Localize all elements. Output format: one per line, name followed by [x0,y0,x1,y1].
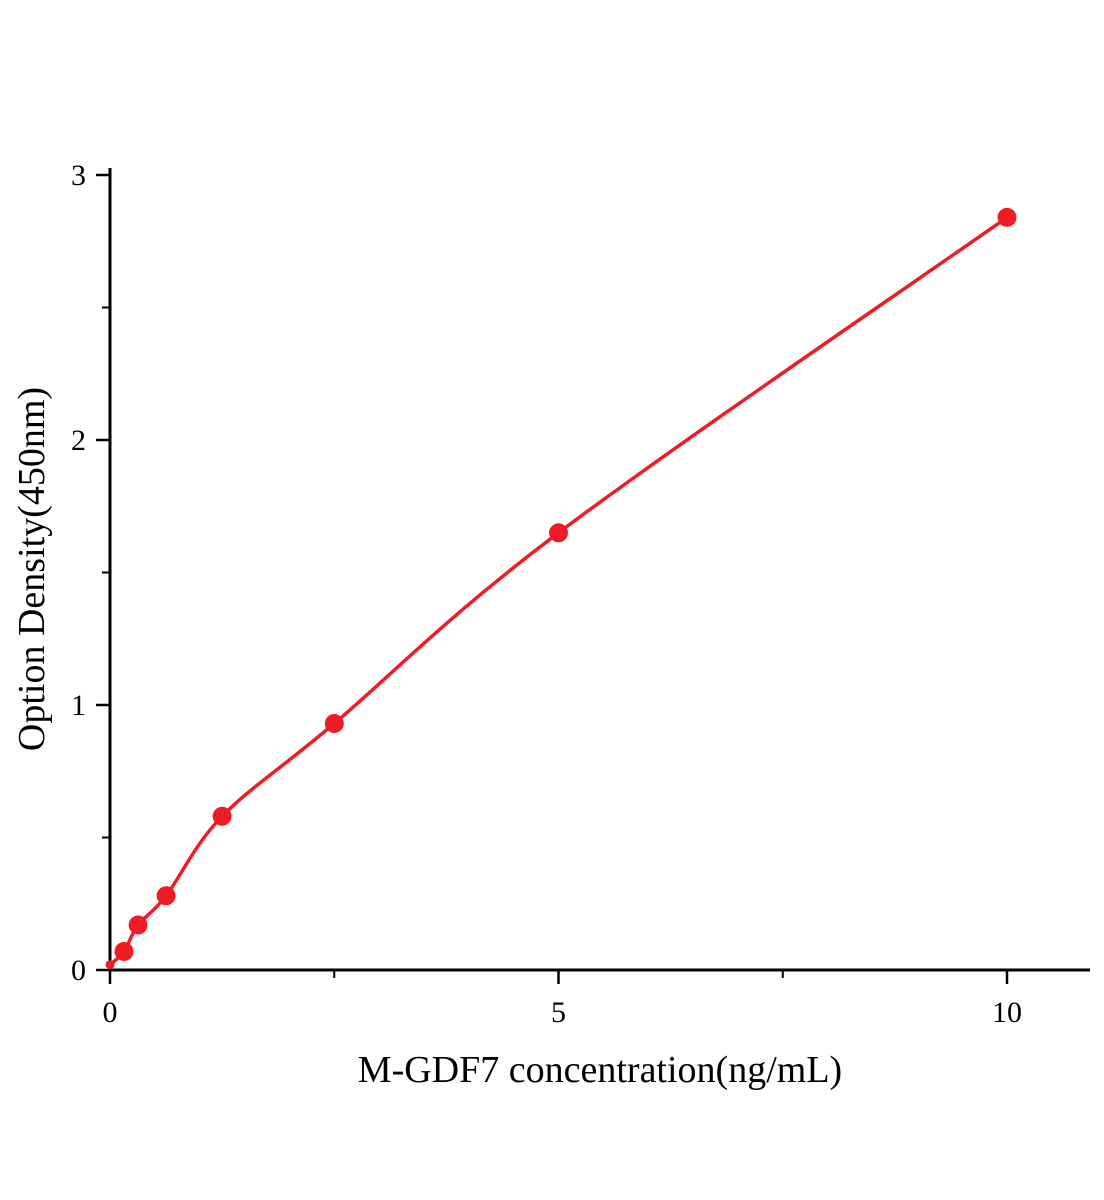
y-axis-title: Option Density(450nm) [11,387,53,751]
x-axis-title: M-GDF7 concentration(ng/mL) [358,1049,842,1091]
fit-curve [108,215,1009,967]
y-tick-label: 3 [71,159,86,192]
x-tick-label: 5 [551,996,566,1029]
y-tick-label: 0 [71,954,86,987]
y-tick-label: 1 [71,689,86,722]
data-point [105,960,115,970]
x-tick-label: 10 [992,996,1022,1029]
data-point [128,915,148,935]
data-point [156,886,176,906]
data-point [997,207,1017,227]
x-tick-label: 0 [103,996,118,1029]
data-point [549,523,568,543]
data-point [114,942,134,961]
data-point [212,806,232,826]
data-point [324,714,344,733]
y-tick-label: 2 [71,424,86,457]
